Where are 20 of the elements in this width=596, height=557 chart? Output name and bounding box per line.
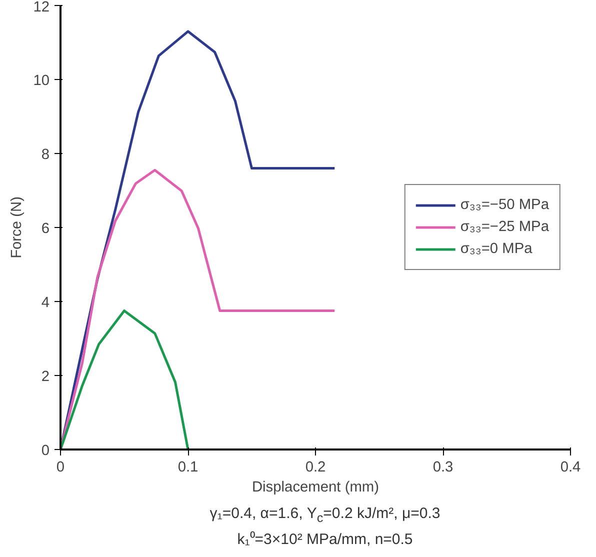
- legend-label: σ₃₃=−25 MPa: [460, 219, 549, 235]
- x-tick-label: 0.3: [432, 460, 454, 476]
- y-tick-label: 6: [41, 221, 50, 237]
- y-axis-title: Force (N): [9, 196, 26, 258]
- x-tick-label: 0.2: [305, 460, 326, 476]
- legend-label: σ₃₃=0 MPa: [460, 241, 532, 257]
- y-tick-label: 12: [33, 0, 50, 16]
- y-tick-label: 2: [41, 369, 50, 385]
- x-tick-label: 0.4: [560, 460, 581, 476]
- y-tick-label: 10: [33, 73, 50, 89]
- y-tick-label: 8: [41, 147, 50, 163]
- legend-label: σ₃₃=−50 MPa: [460, 197, 549, 213]
- x-tick-label: 0: [56, 460, 65, 476]
- y-tick-label: 4: [41, 295, 50, 311]
- x-axis-title: Displacement (mm): [252, 480, 380, 496]
- text: k₁⁰=3×10² MPa/mm, n=0.5: [236, 530, 414, 550]
- y-tick-label: 0: [41, 443, 50, 459]
- line-series: [60, 310, 190, 450]
- x-tick-label: 0.1: [178, 460, 198, 476]
- text: γ₁=0.4, α=1.6, Y$_{c}$=0.2 kJ/m², μ=0.3: [208, 504, 442, 527]
